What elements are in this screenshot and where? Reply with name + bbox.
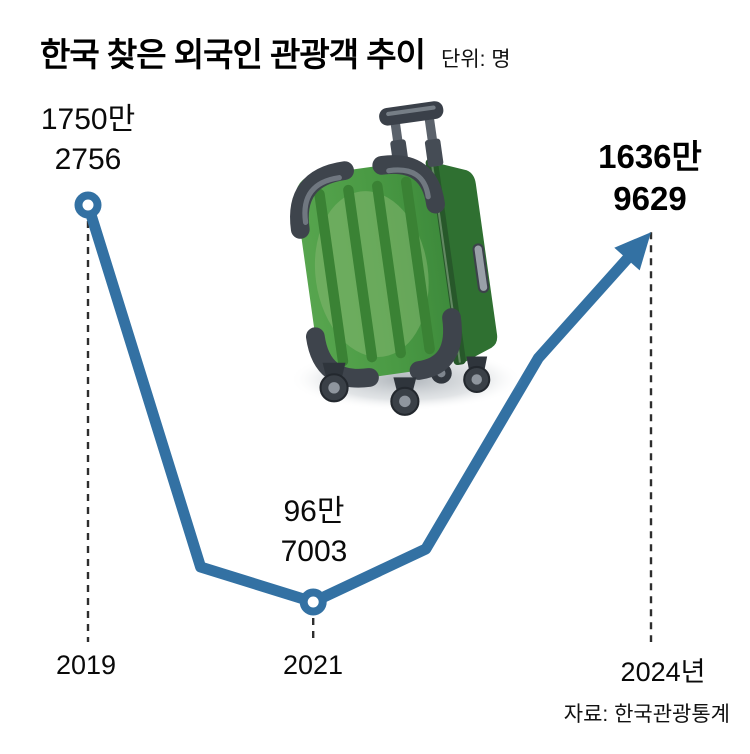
- value-label-2019-line2: 2756: [54, 143, 122, 176]
- chart-title: 한국 찾은 외국인 관광객 추이: [40, 36, 426, 73]
- value-label-2021-line2: 7003: [280, 535, 348, 568]
- value-label-2019: 1750만 2756: [41, 100, 135, 180]
- x-tick-2024: 2024년: [620, 657, 706, 687]
- source-label: 자료: 한국관광통계: [563, 703, 730, 726]
- x-tick-2021: 2021: [282, 650, 344, 680]
- value-label-2021-line1: 96만: [283, 495, 345, 528]
- header: 한국 찾은 외국인 관광객 추이 단위: 명: [40, 28, 511, 76]
- suitcase-side-handle: [472, 243, 490, 294]
- value-label-2024: 1636만 9629: [598, 136, 702, 220]
- suitcase-wheels: [319, 356, 491, 416]
- value-label-2024-line1: 1636만: [598, 138, 702, 175]
- value-label-2024-line2: 9629: [613, 180, 687, 217]
- suitcase-body: [290, 101, 498, 388]
- x-tick-2019: 2019: [55, 650, 117, 680]
- value-label-2021: 96만 7003: [281, 492, 348, 572]
- unit-label: 단위: 명: [441, 48, 511, 71]
- value-label-2019-line1: 1750만: [40, 103, 136, 136]
- suitcase-illustration: [289, 101, 523, 416]
